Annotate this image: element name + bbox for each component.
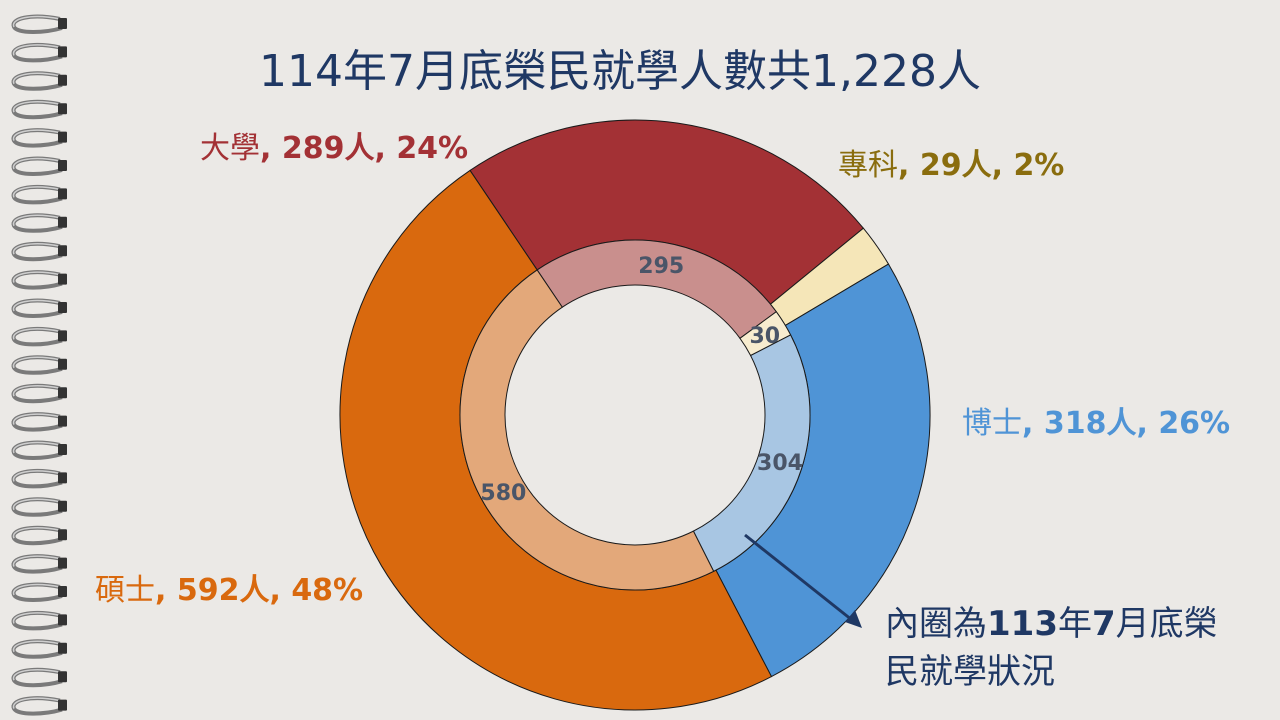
spiral-ring-icon — [11, 667, 67, 688]
label-master-pct: 48% — [291, 573, 364, 608]
label-junior-value: 29人 — [919, 148, 992, 183]
label-master: 碩士, 592人, 48% — [95, 573, 364, 608]
spiral-ring-icon — [11, 241, 67, 262]
label-doctorate: 博士, 318人, 26% — [962, 406, 1231, 441]
label-junior-pct: 2% — [1013, 148, 1065, 183]
spiral-ring-icon — [11, 99, 67, 120]
spiral-ring-icon — [11, 440, 67, 460]
spiral-ring-icon — [11, 14, 67, 34]
inner-slice-3 — [459, 269, 715, 591]
spiral-ring-icon — [11, 42, 67, 63]
label-university-cat: 大學 — [200, 131, 260, 166]
label-doctor-cat: 博士 — [962, 406, 1022, 441]
spiral-ring-icon — [11, 383, 67, 404]
spiral-ring-icon — [11, 156, 67, 176]
label-master-cat: 碩士 — [95, 573, 155, 608]
spiral-ring-icon — [11, 696, 67, 716]
label-university: 大學, 289人, 24% — [200, 131, 469, 166]
label-university-value: 289人 — [281, 131, 375, 166]
spiral-ring-icon — [11, 497, 67, 517]
label-junior-cat: 專科 — [838, 148, 898, 183]
inner-ring-note: 內圈為113年7月底榮民就學狀況 — [885, 600, 1245, 696]
label-doctor-pct: 26% — [1158, 406, 1231, 441]
chart-title: 114年7月底榮民就學人數共1,228人 — [259, 46, 981, 97]
note-text: 內圈為 — [885, 604, 987, 644]
note-year: 113 — [987, 604, 1058, 644]
spiral-ring-icon — [11, 610, 67, 631]
spiral-ring-icon — [11, 639, 67, 659]
label-junior-college: 專科, 29人, 2% — [838, 148, 1065, 183]
spiral-ring-icon — [11, 326, 67, 347]
label-master-value: 592人 — [176, 573, 270, 608]
spiral-ring-icon — [11, 270, 67, 290]
spiral-ring-icon — [11, 468, 67, 489]
label-doctor-value: 318人 — [1043, 406, 1137, 441]
spiral-ring-icon — [11, 298, 67, 318]
inner-value-label-2: 304 — [757, 451, 803, 476]
spiral-ring-icon — [11, 412, 67, 432]
spiral-ring-icon — [11, 128, 67, 148]
spiral-ring-icon — [11, 554, 67, 574]
spiral-ring-icon — [11, 582, 67, 602]
spiral-ring-icon — [11, 213, 67, 233]
inner-value-label-0: 295 — [638, 254, 684, 279]
spiral-ring-icon — [11, 355, 67, 375]
note-arrow — [744, 533, 853, 622]
note-month: 7 — [1091, 604, 1116, 644]
note-year-suffix: 年 — [1057, 604, 1092, 644]
spiral-ring-icon — [11, 525, 67, 546]
note-arrowhead-icon — [845, 610, 862, 628]
label-university-pct: 24% — [396, 131, 469, 166]
spiral-ring-icon — [11, 184, 67, 205]
inner-value-label-3: 580 — [480, 481, 526, 506]
notebook-spiral-binding — [11, 14, 67, 716]
spiral-ring-icon — [11, 71, 67, 91]
note-rest: 月底榮民就學狀況 — [885, 604, 1218, 692]
